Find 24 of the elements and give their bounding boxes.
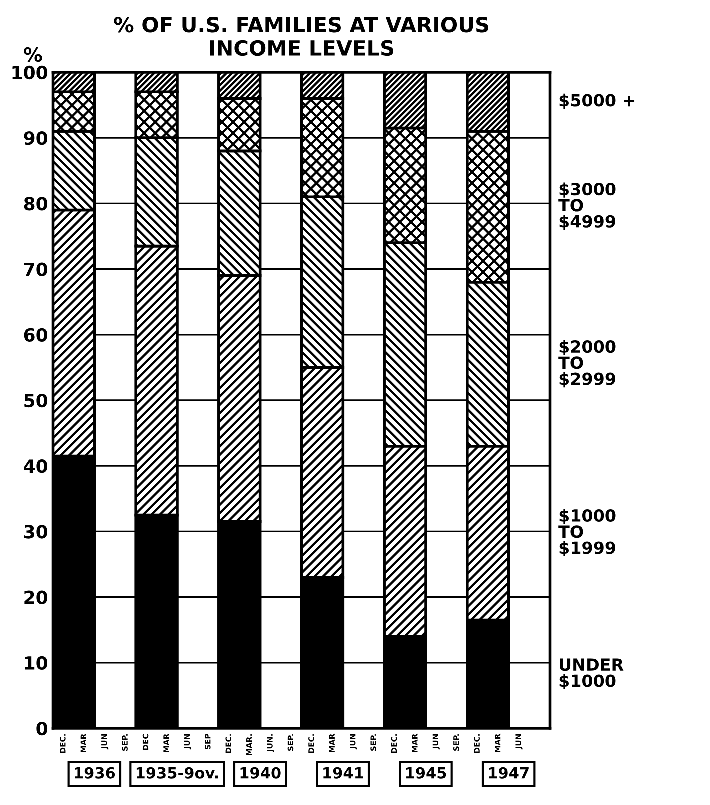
x-tick-label: 1941	[324, 767, 364, 779]
x-tick-label: 1945	[406, 767, 446, 779]
y-tick-label: 40	[24, 460, 48, 474]
text: $2000 TO $2999	[558, 340, 616, 388]
x-tick-label: 1935-9ov.	[136, 767, 218, 779]
chart-title: % OF U.S. FAMILIES AT VARIOUS INCOME LEVELS	[114, 16, 488, 56]
text: $5000 +	[560, 94, 635, 110]
text: UNDER $1000	[560, 658, 624, 690]
y-tick-label: 50	[24, 394, 48, 408]
y-tick-label: 100	[12, 66, 48, 80]
y-tick-label: 20	[24, 590, 48, 604]
y-tick-label: 90	[24, 132, 48, 146]
text: $1000 TO $1999	[558, 509, 616, 557]
y-tick-label: 60	[24, 328, 48, 342]
x-tick-label: 1947	[489, 767, 529, 779]
y-tick-label: 10	[25, 656, 48, 670]
y-tick-label: 80	[24, 197, 48, 211]
text: $3000 TO $4999	[558, 182, 616, 230]
x-tick-label: 1936	[75, 767, 116, 779]
y-tick-label: 70	[24, 262, 48, 276]
y-tick-label: 0	[36, 722, 48, 736]
y-tick-label: 30	[24, 525, 48, 539]
y-axis-title: %	[24, 47, 42, 62]
x-tick-label: 1940	[240, 767, 281, 779]
